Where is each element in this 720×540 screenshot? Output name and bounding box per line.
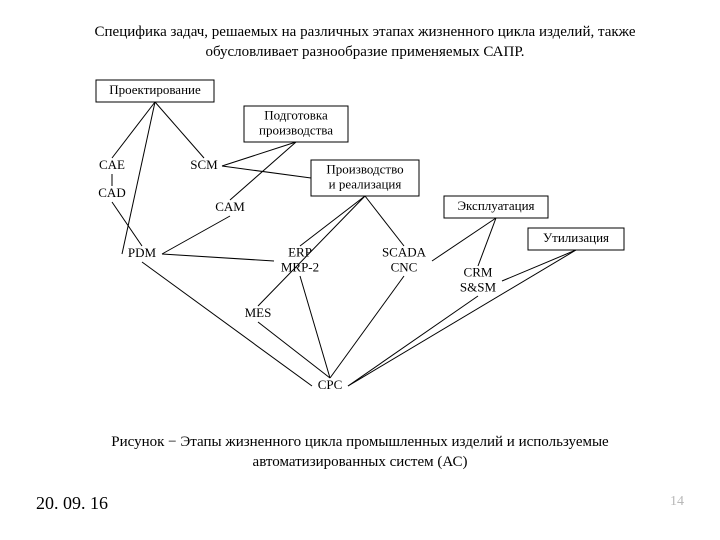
diagram-edge <box>162 254 274 261</box>
page-number: 14 <box>670 494 684 510</box>
diagram-node-label: PDM <box>128 245 157 260</box>
diagram-node-label: Производство <box>326 161 403 176</box>
diagram-node-n_expl: Эксплуатация <box>444 196 548 218</box>
diagram-node-n_crm: CRMS&SM <box>460 264 497 294</box>
diagram-node-label: MRP-2 <box>281 259 319 274</box>
diagram-node-label: CAM <box>215 199 245 214</box>
diagram-edge <box>300 196 365 246</box>
diagram-node-n_cpc: CPC <box>318 377 343 392</box>
diagram-edge <box>142 262 312 386</box>
diagram-edge <box>348 250 576 386</box>
diagram-node-n_cae: CAE <box>99 157 125 172</box>
diagram-edge <box>502 250 576 281</box>
diagram-edge <box>230 142 296 200</box>
diagram-node-label: SCADA <box>382 244 427 259</box>
diagram-node-label: ERP <box>288 244 312 259</box>
diagram-node-label: Проектирование <box>109 82 201 97</box>
diagram-node-label: производства <box>259 122 333 137</box>
diagram-node-n_cam: CAM <box>215 199 245 214</box>
diagram-node-n_util: Утилизация <box>528 228 624 250</box>
diagram-edge <box>122 102 155 254</box>
figure-caption: Рисунок − Этапы жизненного цикла промышл… <box>90 432 630 473</box>
diagram-node-label: MES <box>245 305 272 320</box>
diagram-edge <box>478 218 496 266</box>
diagram-node-n_scm: SCM <box>190 157 218 172</box>
diagram-node-label: CRM <box>464 264 493 279</box>
diagram-edge <box>432 218 496 261</box>
diagram-edge <box>348 296 478 386</box>
diagram-node-label: Подготовка <box>264 107 328 122</box>
diagram-edge <box>112 202 142 246</box>
diagram-node-n_prod: Производствои реализация <box>311 160 419 196</box>
diagram-edge <box>330 276 404 378</box>
diagram-node-label: SCM <box>190 157 218 172</box>
slide: { "title": "Специфика задач, решаемых на… <box>0 0 720 540</box>
diagram-edge <box>162 216 230 254</box>
diagram-node-label: Эксплуатация <box>457 198 534 213</box>
diagram-node-label: CAD <box>98 185 125 200</box>
diagram-edge <box>365 196 404 246</box>
diagram-edge <box>300 276 330 378</box>
diagram-edge <box>222 142 296 166</box>
diagram-edge <box>155 102 204 158</box>
diagram-node-label: Утилизация <box>543 230 609 245</box>
diagram-node-label: и реализация <box>329 176 402 191</box>
diagram-node-n_scada: SCADACNC <box>382 244 427 274</box>
diagram-node-label: S&SM <box>460 279 497 294</box>
diagram-node-label: CPC <box>318 377 343 392</box>
diagram-node-n_proj: Проектирование <box>96 80 214 102</box>
diagram-edge <box>258 322 330 378</box>
diagram-node-n_prep: Подготовкапроизводства <box>244 106 348 142</box>
diagram-node-n_mes: MES <box>245 305 272 320</box>
diagram-node-label: CNC <box>391 259 418 274</box>
diagram-node-n_pdm: PDM <box>128 245 157 260</box>
slide-date: 20. 09. 16 <box>36 493 108 514</box>
diagram-node-label: CAE <box>99 157 125 172</box>
diagram-node-n_cad: CAD <box>98 185 125 200</box>
